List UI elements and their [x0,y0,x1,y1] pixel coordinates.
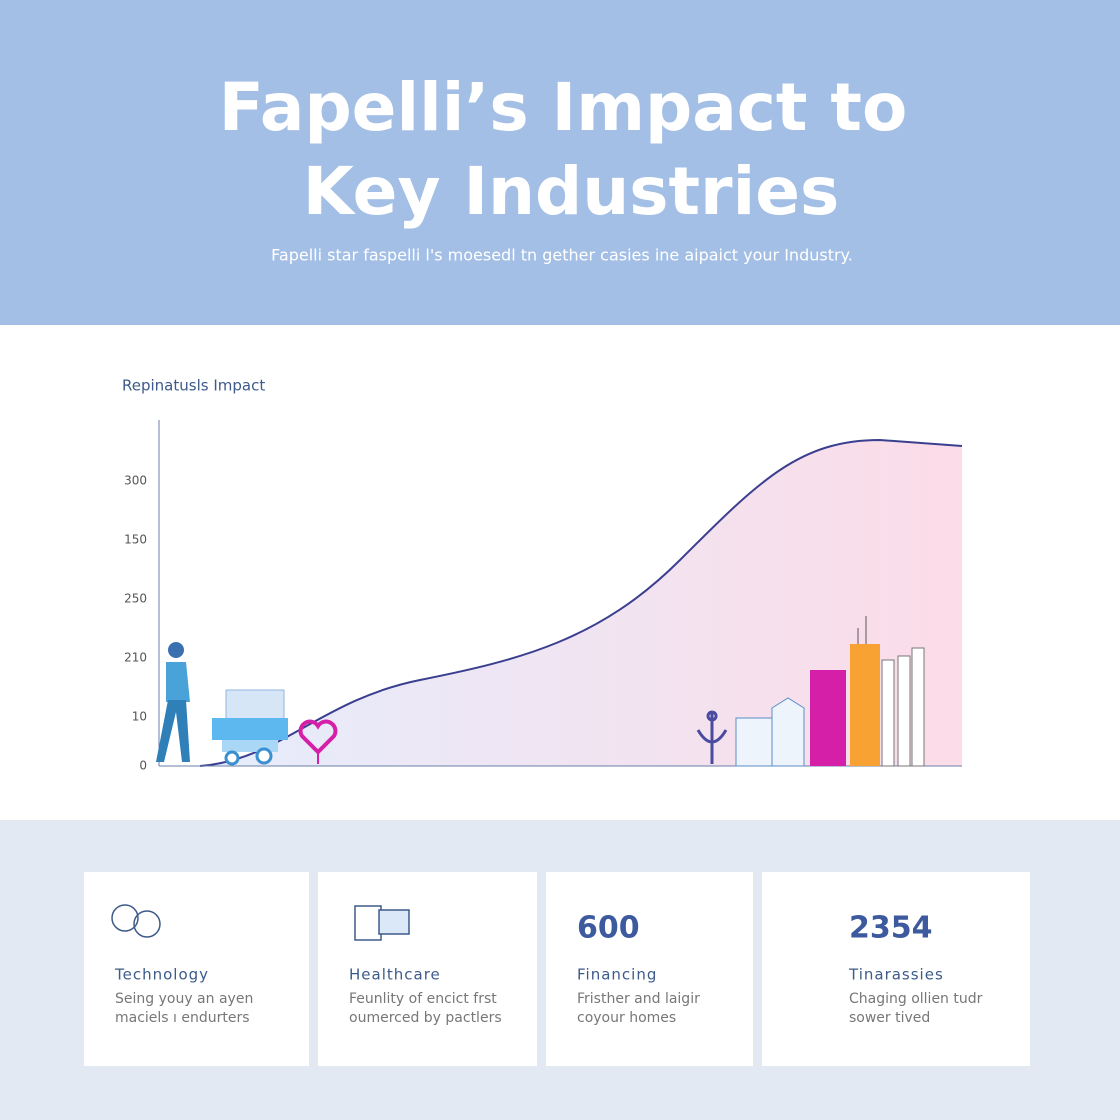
card-text: coyour homes [577,1010,676,1026]
card-text: Chaging ollien tudr [849,991,983,1007]
card-icon [133,910,161,938]
title-line: Key Industries [303,153,840,230]
y-label: 10 [132,710,147,724]
card-text: oumerced by pactlers [349,1010,502,1026]
card-icon [378,909,410,935]
card-stat: 2354 [849,911,933,946]
card-label: Technology [114,966,209,984]
card [762,872,1030,1066]
illustration [156,616,925,767]
card-text: maciels ı endurters [115,1010,250,1026]
area [200,440,962,766]
header-bg [0,0,1120,325]
card-label: Tinarassies [848,966,944,984]
y-label: 210 [124,651,147,665]
y-label: 300 [124,474,147,488]
title-line: Fapelli’s Impact to [219,69,908,146]
card [318,872,537,1066]
y-label: 150 [124,533,147,547]
chart-title: Repinatusls Impact [122,377,265,395]
card-text: Fristher and laigir [577,991,700,1007]
card-label: Healthcare [349,966,441,984]
card-icon [111,904,139,932]
subtitle: Fapelli star faspelli l's moesedl tn get… [271,246,853,265]
card-text: Feunlity of encict frst [349,991,497,1007]
card-label: Financing [577,966,657,984]
y-label: 0 [139,759,147,773]
card [84,872,309,1066]
y-label: 250 [124,592,147,606]
card [546,872,753,1066]
curve [199,438,963,767]
card-text: sower tived [849,1010,930,1026]
card-text: Seing youy an ayen [115,991,253,1007]
card-stat: 600 [577,911,640,946]
